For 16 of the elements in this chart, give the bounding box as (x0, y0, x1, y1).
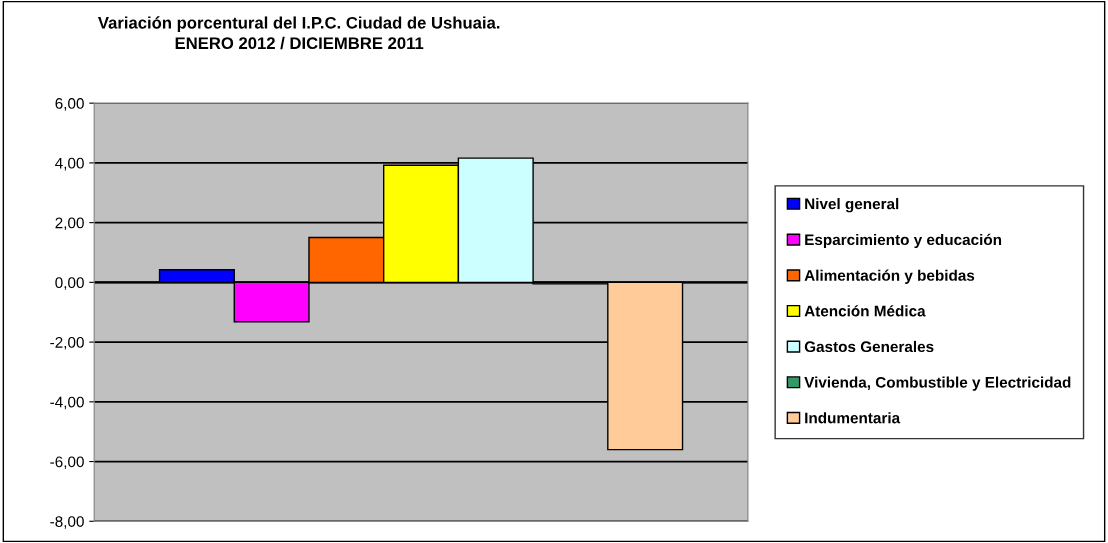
y-tick-label: -4,00 (50, 396, 84, 410)
legend-label: Alimentación y bebidas (804, 269, 975, 284)
legend-label: Nivel general (805, 198, 899, 213)
legend-label: Atención Médica (804, 305, 926, 317)
y-tick-label: -6,00 (50, 456, 84, 470)
y-tick-label: 2,00 (55, 217, 84, 231)
legend-label: Esparcimiento y educación (805, 233, 1002, 249)
legend-label: Vivienda, Combustible y Electricidad (804, 376, 1071, 391)
y-tick-label: 6,00 (55, 98, 84, 111)
y-tick-label: -2,00 (50, 336, 84, 350)
chart-title: Variación porcentural del I.P.C. Ciudad de Ushuaia. ENERO 2012 / DICIEMBRE 2011 (97, 16, 500, 50)
legend-label: Indumentaria (805, 412, 901, 424)
y-tick-label: 4,00 (55, 157, 84, 171)
y-tick-label: -8,00 (50, 516, 84, 529)
y-tick-label: 0,00 (55, 277, 84, 290)
legend-label: Gastos Generales (804, 340, 934, 353)
